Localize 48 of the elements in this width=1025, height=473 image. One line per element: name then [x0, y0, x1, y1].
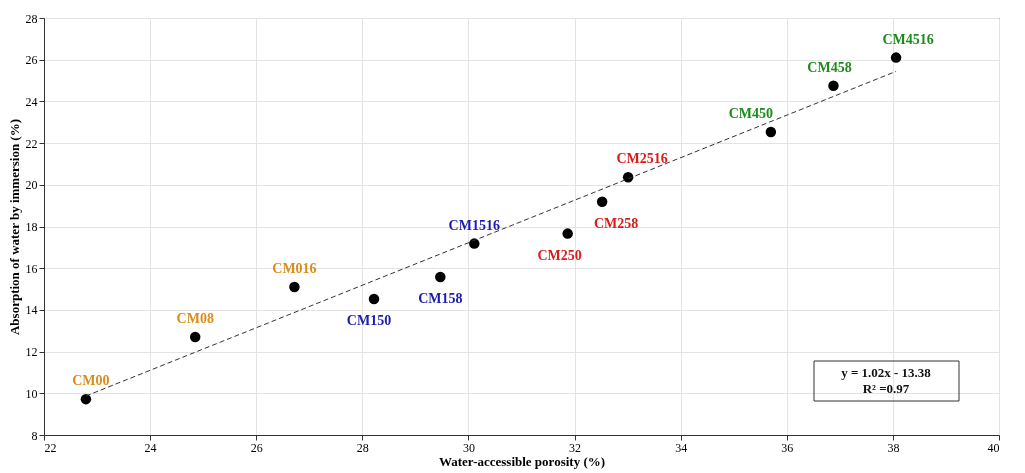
x-tick-label: 40	[987, 440, 1000, 455]
point	[562, 228, 573, 239]
x-tick-label: 28	[356, 440, 369, 455]
x-tick-label: 22	[44, 440, 57, 455]
annotation: R² =0.97	[862, 381, 910, 396]
x-axis-title: Water-accessible porosity (%)	[438, 453, 606, 469]
x-tick-label: 38	[887, 440, 900, 455]
y-tick-label: 20	[25, 178, 38, 193]
point	[890, 52, 902, 63]
point	[765, 126, 777, 138]
y-axis-title: Absorption of water by immersion (%)	[6, 118, 22, 336]
x-tick-label: 34	[675, 440, 688, 455]
data-label: CM458	[807, 59, 852, 75]
point	[828, 80, 839, 91]
data-label: CM2516	[616, 151, 668, 167]
y-tick-label: 12	[25, 345, 38, 360]
data-label: CM08	[176, 311, 214, 327]
data-label: CM450	[728, 106, 774, 122]
point	[368, 293, 380, 305]
point	[289, 281, 300, 293]
y-tick-label: 8	[31, 428, 38, 443]
x-tick-label: 32	[569, 440, 582, 455]
x-tick-label: 30	[462, 440, 475, 455]
x-tick-label: 24	[144, 440, 157, 455]
annotation: y = 1.02x - 13.38	[841, 365, 932, 380]
data-label: CM250	[537, 247, 582, 263]
point	[435, 271, 446, 283]
point	[80, 393, 92, 405]
data-label: CM1516	[448, 217, 500, 233]
point	[469, 238, 480, 249]
y-tick-label: 22	[25, 136, 38, 151]
y-tick-label: 24	[25, 94, 38, 109]
y-tick-label: 14	[25, 303, 38, 318]
data-label: CM016	[272, 260, 317, 276]
y-tick-label: 10	[25, 386, 38, 401]
point	[189, 331, 201, 343]
y-tick-label: 18	[25, 220, 38, 234]
x-tick-label: 26	[250, 440, 263, 455]
point	[596, 196, 608, 207]
data-label: CM258	[593, 215, 639, 231]
data-label: CM00	[72, 373, 110, 389]
y-tick-label: 26	[25, 53, 38, 68]
x-tick-label: 36	[781, 440, 794, 455]
y-tick-label: 28	[25, 11, 38, 26]
data-label: CM150	[346, 313, 392, 329]
data-label: CM4516	[882, 31, 934, 47]
y-tick-label: 16	[25, 261, 38, 276]
data-label: CM158	[418, 290, 463, 306]
